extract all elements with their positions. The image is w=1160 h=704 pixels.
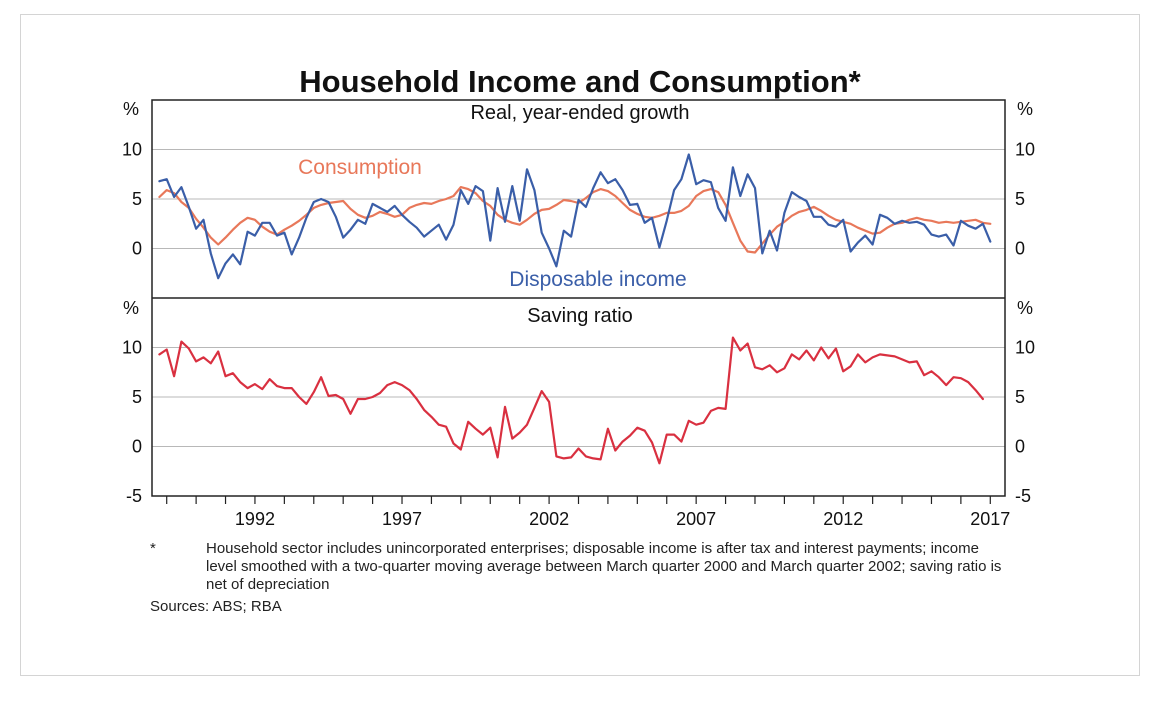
y-tick-left-1-0: -5 <box>126 486 142 506</box>
consumption-series-label: Consumption <box>298 156 422 179</box>
y-tick-left-0-1: 5 <box>132 189 142 209</box>
y-tick-right-1-0: -5 <box>1015 486 1031 506</box>
x-tick-label-4: 2012 <box>823 509 863 529</box>
y-tick-right-1-1: 0 <box>1015 437 1025 457</box>
x-axis: 1992 1997 2002 2007 2012 2017 <box>166 496 1010 529</box>
series-line-1-0 <box>158 336 985 465</box>
y-tick-right-1-3: 10 <box>1015 338 1035 358</box>
x-tick-label-5: 2017 <box>970 509 1010 529</box>
x-tick-label-3: 2007 <box>676 509 716 529</box>
series-line-0-1 <box>158 153 992 280</box>
disposable-income-series-label: Disposable income <box>509 268 686 291</box>
footnote-text: Household sector includes unincorporated… <box>206 540 1002 593</box>
footnote-marker: * <box>150 540 156 557</box>
saving-y-tick-labels: -5 -5 0 0 5 5 10 10 <box>122 338 1035 507</box>
saving-left-unit-label: % <box>123 298 139 318</box>
x-tick-label-0: 1992 <box>235 509 275 529</box>
growth-y-tick-labels: 0 0 5 5 10 10 <box>122 140 1035 259</box>
growth-right-unit-label: % <box>1017 99 1033 119</box>
saving-panel-title: Saving ratio <box>527 305 633 327</box>
y-tick-left-0-2: 10 <box>122 140 142 160</box>
growth-panel-title: Real, year-ended growth <box>470 102 689 124</box>
growth-left-unit-label: % <box>123 99 139 119</box>
saving-series-lines <box>158 336 985 465</box>
saving-panel: Saving ratio % % -5 -5 0 0 5 5 10 10 <box>122 298 1035 506</box>
y-tick-left-1-2: 5 <box>132 387 142 407</box>
y-tick-right-0-2: 10 <box>1015 140 1035 160</box>
y-tick-right-0-1: 5 <box>1015 189 1025 209</box>
series-line-0-0 <box>158 186 992 254</box>
chart-title: Household Income and Consumption* <box>299 64 861 99</box>
x-tick-label-1: 1997 <box>382 509 422 529</box>
sources-line: Sources: ABS; RBA <box>150 598 282 615</box>
growth-panel: Real, year-ended growth % % 0 0 5 5 10 10 Con… <box>122 99 1035 291</box>
footnote-block: * Household sector includes unincorporat… <box>150 540 1010 616</box>
y-tick-left-1-1: 0 <box>132 437 142 457</box>
y-tick-left-0-0: 0 <box>132 239 142 259</box>
saving-right-unit-label: % <box>1017 298 1033 318</box>
chart-frame <box>20 14 1140 676</box>
y-tick-left-1-3: 10 <box>122 338 142 358</box>
growth-series-lines <box>158 153 992 280</box>
y-tick-right-0-0: 0 <box>1015 239 1025 259</box>
saving-gridlines <box>152 347 1005 447</box>
x-tick-label-2: 2002 <box>529 509 569 529</box>
y-tick-right-1-2: 5 <box>1015 387 1025 407</box>
